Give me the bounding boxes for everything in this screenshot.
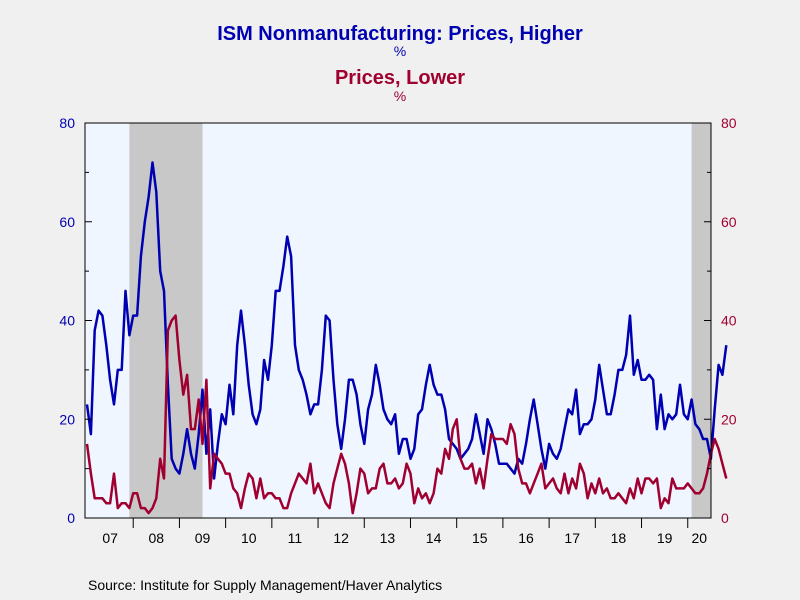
series-line-prices-lower <box>85 314 728 515</box>
y-tick-label-right: 80 <box>721 115 737 131</box>
x-tick-label: 19 <box>657 530 673 546</box>
y-tick-label-right: 0 <box>721 510 729 526</box>
y-tick-label-right: 40 <box>721 313 737 329</box>
y-tick-label-left: 40 <box>59 313 75 329</box>
x-tick-label: 10 <box>241 530 257 546</box>
series-line-prices-higher <box>85 161 728 480</box>
x-tick-label: 09 <box>195 530 211 546</box>
chart-title-line2-unit: % <box>394 88 406 104</box>
x-tick-label: 14 <box>426 530 442 546</box>
x-tick-label: 18 <box>611 530 627 546</box>
source-note: Source: Institute for Supply Management/… <box>88 577 442 593</box>
y-tick-label-left: 20 <box>59 411 75 427</box>
chart-title-line1: ISM Nonmanufacturing: Prices, Higher <box>217 23 583 45</box>
chart-title-line1-unit: % <box>394 43 406 59</box>
x-tick-label: 11 <box>288 530 303 546</box>
y-tick-label-right: 60 <box>721 214 737 230</box>
y-tick-label-left: 60 <box>59 214 75 230</box>
x-tick-label: 15 <box>472 530 488 546</box>
x-tick-label: 17 <box>564 530 580 546</box>
chart-title-line2: Prices, Lower <box>335 67 465 89</box>
x-tick-label: 12 <box>333 530 349 546</box>
x-tick-label: 08 <box>149 530 165 546</box>
x-tick-label: 16 <box>518 530 534 546</box>
x-tick-label: 13 <box>380 530 396 546</box>
y-tick-label-right: 20 <box>721 411 737 427</box>
y-tick-label-left: 0 <box>67 510 75 526</box>
x-tick-label: 20 <box>692 530 708 546</box>
x-tick-label: 07 <box>102 530 118 546</box>
y-tick-label-left: 80 <box>59 115 75 131</box>
